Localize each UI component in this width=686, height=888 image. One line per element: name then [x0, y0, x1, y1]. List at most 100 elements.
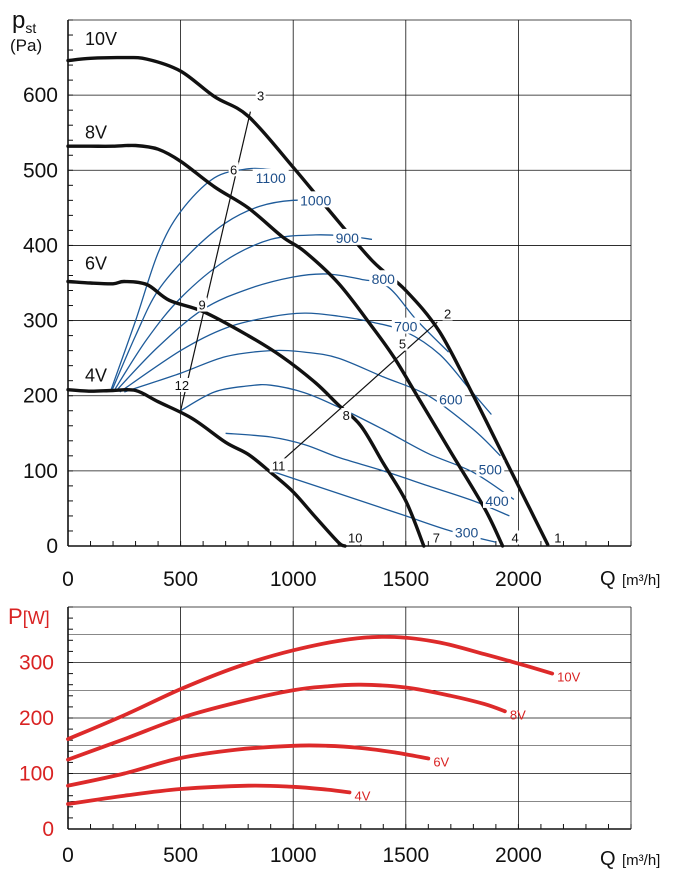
point-label-bg — [172, 377, 191, 392]
fan-curve-label-10V: 10V — [85, 29, 117, 49]
lower-x-tick-label: 1500 — [382, 844, 429, 867]
operating-point-1: 1 — [554, 530, 561, 545]
power-curve-label-6V: 6V — [433, 755, 449, 770]
upper-y-tick-label: 600 — [23, 84, 58, 107]
operating-point-4: 4 — [512, 530, 519, 545]
rpm-curve-1000 — [111, 199, 328, 391]
upper-y-tick-label: 200 — [23, 385, 58, 408]
upper-x-axis-title: Q — [600, 568, 616, 590]
rpm-label-700: 700 — [394, 319, 418, 335]
power-curve-4V — [66, 783, 352, 806]
lower-x-tick-label: 2000 — [495, 844, 542, 867]
rpm-label-bg — [297, 191, 334, 208]
operating-point-9: 9 — [198, 298, 205, 313]
rpm-label-bg — [391, 317, 420, 334]
rpm-label-1100: 1100 — [256, 170, 286, 186]
point-label-bg — [341, 408, 352, 423]
point-label-bg — [228, 162, 239, 177]
operating-point-12: 12 — [175, 378, 189, 393]
fan-curve-10V — [66, 55, 550, 547]
point-label-bg — [431, 530, 442, 545]
rpm-label-bg — [369, 270, 398, 287]
power-curve-6V — [66, 743, 431, 788]
point-label-bg — [397, 336, 408, 351]
rpm-label-800: 800 — [372, 271, 396, 287]
upper-x-axis-unit: [m³/h] — [622, 572, 660, 589]
lower-x-tick-label: 0 — [62, 844, 74, 867]
operating-point-2: 2 — [444, 307, 451, 322]
system-line-2 — [270, 321, 438, 472]
upper-y-tick-label: 500 — [23, 159, 58, 182]
rpm-label-500: 500 — [479, 461, 503, 477]
rpm-curve-800 — [115, 273, 450, 391]
operating-point-8: 8 — [343, 408, 350, 423]
rpm-label-1000: 1000 — [300, 192, 331, 208]
operating-point-11: 11 — [272, 458, 286, 473]
upper-y-tick-label: 100 — [23, 460, 58, 483]
rpm-curve-600 — [124, 349, 501, 457]
lower-x-tick-label: 1000 — [270, 844, 317, 867]
lower-y-tick-label: 200 — [19, 707, 54, 730]
rpm-label-bg — [252, 168, 289, 185]
rpm-curve-500 — [180, 383, 515, 500]
operating-point-7: 7 — [433, 530, 440, 545]
lower-y-tick-label: 100 — [19, 763, 54, 786]
point-label-bg — [255, 88, 266, 103]
rpm-label-400: 400 — [485, 493, 509, 509]
operating-point-10: 10 — [348, 530, 362, 545]
fan-curve-label-8V: 8V — [85, 123, 107, 143]
rpm-curve-900 — [113, 234, 373, 391]
fan-curve-label-6V: 6V — [85, 253, 107, 273]
fan-curve-label-4V: 4V — [85, 365, 107, 385]
point-label-bg — [346, 530, 365, 545]
power-curve-10V — [66, 634, 555, 741]
lower-y-tick-label: 0 — [42, 818, 54, 841]
rpm-label-bg — [436, 390, 465, 407]
lower-x-tick-label: 500 — [163, 844, 198, 867]
upper-y-tick-label: 300 — [23, 310, 58, 333]
power-curve-label-8V: 8V — [510, 707, 526, 722]
point-label-bg — [510, 530, 521, 545]
power-chart: 0 100 200 300 0 500 1000 1500 2000 10V 8V 6V 4V — [19, 606, 632, 867]
rpm-label-300: 300 — [455, 524, 479, 540]
point-label-bg — [197, 297, 208, 312]
lower-y-axis-title: P[W] — [8, 604, 50, 629]
power-curve-label-10V: 10V — [557, 670, 580, 685]
rpm-label-bg — [483, 491, 512, 508]
rpm-label-900: 900 — [336, 230, 360, 246]
rpm-label-bg — [476, 460, 505, 477]
operating-point-3: 3 — [257, 89, 264, 104]
rpm-curve-700 — [119, 312, 492, 415]
rpm-label-bg — [333, 228, 362, 245]
point-label-bg — [269, 458, 288, 473]
rpm-curve-1100 — [110, 167, 271, 391]
lower-y-tick-label: 300 — [19, 652, 54, 675]
rpm-curve-400 — [225, 432, 510, 517]
lower-x-axis-unit: [m³/h] — [622, 852, 660, 869]
upper-y-axis-unit: (Pa) — [10, 36, 42, 55]
rpm-label-bg — [452, 523, 481, 540]
operating-point-6: 6 — [230, 162, 237, 177]
rpm-label-600: 600 — [439, 391, 463, 407]
upper-y-tick-label: 400 — [23, 234, 58, 257]
point-label-bg — [552, 530, 563, 545]
fan-curve-6V — [66, 279, 426, 548]
lower-x-axis-title: Q — [600, 848, 616, 870]
upper-y-tick-label: 0 — [46, 535, 58, 558]
upper-x-tick-label: 500 — [163, 568, 198, 591]
upper-x-tick-label: 1500 — [382, 568, 429, 591]
point-label-bg — [442, 306, 453, 321]
upper-x-tick-label: 1000 — [270, 568, 317, 591]
upper-x-tick-label: 2000 — [495, 568, 542, 591]
operating-point-5: 5 — [399, 337, 406, 352]
fan-curve-4V — [66, 387, 347, 548]
upper-y-axis-title: pst — [12, 7, 36, 36]
fan-curve-8V — [66, 143, 505, 548]
upper-x-tick-label: 0 — [62, 568, 74, 591]
system-line-1 — [180, 111, 251, 411]
power-curve-8V — [66, 682, 507, 762]
power-curve-label-4V: 4V — [355, 788, 371, 803]
